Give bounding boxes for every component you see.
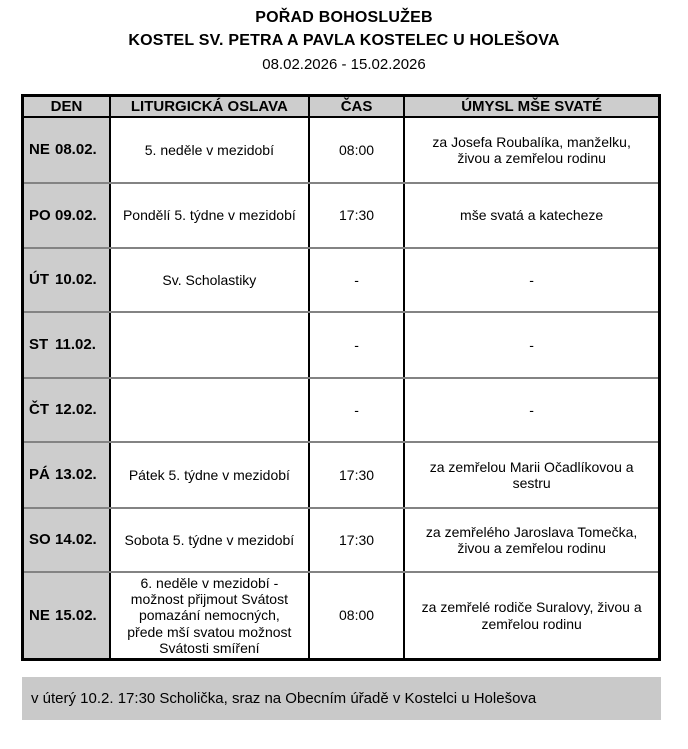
- document-header: POŘAD BOHOSLUŽEB KOSTEL SV. PETRA A PAVL…: [0, 0, 688, 73]
- table-row: PO 09.02. Pondělí 5. týdne v mezidobí 17:…: [21, 182, 661, 249]
- schedule-table: DEN LITURGICKÁ OSLAVA ČAS ÚMYSL MŠE SVAT…: [21, 94, 661, 662]
- day-date: 09.02.: [55, 206, 97, 224]
- day-cell: ÚT 10.02.: [21, 247, 111, 313]
- celebration-cell: Pátek 5. týdne v mezidobí: [108, 441, 310, 509]
- table-row: ST 11.02. - -: [21, 311, 661, 379]
- intention-cell: za zemřelou Marii Očadlíkovou a sestru: [403, 441, 661, 509]
- intention-cell: za zemřelého Jaroslava Tomečka, živou a …: [403, 507, 661, 573]
- day-date: 10.02.: [55, 271, 97, 289]
- intention-cell: za zemřelé rodiče Suralovy, živou a zemř…: [403, 571, 661, 661]
- celebration-cell: 6. neděle v mezidobí - možnost přijmout …: [108, 571, 310, 661]
- announcement-note: v úterý 10.2. 17:30 Scholička, sraz na O…: [22, 677, 661, 721]
- table-row: ČT 12.02. - -: [21, 377, 661, 443]
- day-date: 12.02.: [55, 401, 97, 419]
- time-cell: -: [307, 247, 406, 313]
- intention-cell: -: [403, 377, 661, 443]
- day-cell: NE 15.02.: [21, 571, 111, 661]
- intention-cell: -: [403, 311, 661, 379]
- table-row: NE 08.02. 5. neděle v mezidobí 08:00 za J…: [21, 116, 661, 184]
- column-header-time: ČAS: [307, 94, 406, 118]
- intention-cell: -: [403, 247, 661, 313]
- intention-cell: za Josefa Roubalíka, manželku, živou a z…: [403, 116, 661, 184]
- day-cell: PÁ 13.02.: [21, 441, 111, 509]
- time-cell: 17:30: [307, 507, 406, 573]
- celebration-cell: Sobota 5. týdne v mezidobí: [108, 507, 310, 573]
- day-date: 08.02.: [55, 141, 97, 159]
- table-header-row: DEN LITURGICKÁ OSLAVA ČAS ÚMYSL MŠE SVAT…: [21, 94, 661, 118]
- announcement-text: v úterý 10.2. 17:30 Scholička, sraz na O…: [31, 690, 537, 708]
- column-header-celebration: LITURGICKÁ OSLAVA: [108, 94, 310, 118]
- celebration-cell: [108, 377, 310, 443]
- day-cell: NE 08.02.: [21, 116, 111, 184]
- time-cell: 17:30: [307, 441, 406, 509]
- celebration-cell: Sv. Scholastiky: [108, 247, 310, 313]
- day-abbr: ST: [29, 336, 49, 354]
- time-cell: 17:30: [307, 182, 406, 249]
- day-abbr: NE: [29, 141, 50, 159]
- day-date: 13.02.: [55, 466, 97, 484]
- column-header-intention: ÚMYSL MŠE SVATÉ: [403, 94, 661, 118]
- day-date: 14.02.: [55, 531, 97, 549]
- page-title: POŘAD BOHOSLUŽEB: [255, 9, 433, 26]
- table-row: NE 15.02. 6. neděle v mezidobí - možnost …: [21, 571, 661, 661]
- day-abbr: SO: [29, 531, 51, 549]
- time-cell: 08:00: [307, 116, 406, 184]
- table-row: PÁ 13.02. Pátek 5. týdne v mezidobí 17:30…: [21, 441, 661, 509]
- church-name: KOSTEL SV. PETRA A PAVLA KOSTELEC U HOLE…: [128, 32, 560, 49]
- day-cell: PO 09.02.: [21, 182, 111, 249]
- day-abbr: PÁ: [29, 466, 50, 484]
- day-abbr: NE: [29, 606, 50, 624]
- service-schedule-document: POŘAD BOHOSLUŽEB KOSTEL SV. PETRA A PAVL…: [0, 0, 688, 721]
- celebration-cell: Pondělí 5. týdne v mezidobí: [108, 182, 310, 249]
- day-date: 11.02.: [55, 336, 96, 354]
- date-range: 08.02.2026 - 15.02.2026: [262, 56, 426, 73]
- column-header-day: DEN: [21, 94, 111, 118]
- table-row: SO 14.02. Sobota 5. týdne v mezidobí 17:3…: [21, 507, 661, 573]
- time-cell: 08:00: [307, 571, 406, 661]
- table-row: ÚT 10.02. Sv. Scholastiky - -: [21, 247, 661, 313]
- time-cell: -: [307, 377, 406, 443]
- intention-cell: mše svatá a katecheze: [403, 182, 661, 249]
- day-abbr: ČT: [29, 401, 49, 419]
- day-abbr: PO: [29, 206, 51, 224]
- day-cell: ČT 12.02.: [21, 377, 111, 443]
- day-cell: ST 11.02.: [21, 311, 111, 379]
- celebration-cell: [108, 311, 310, 379]
- time-cell: -: [307, 311, 406, 379]
- day-date: 15.02.: [55, 606, 97, 624]
- day-abbr: ÚT: [29, 271, 49, 289]
- day-cell: SO 14.02.: [21, 507, 111, 573]
- celebration-cell: 5. neděle v mezidobí: [108, 116, 310, 184]
